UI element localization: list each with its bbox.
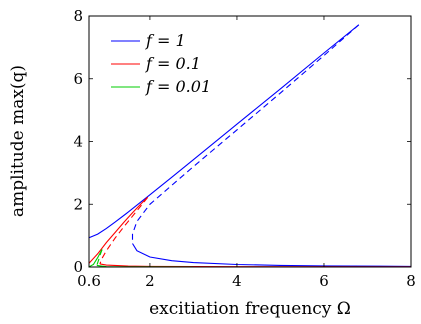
x-tick-label-0: 0.6: [77, 272, 101, 290]
legend-label-1: f = 0.1: [145, 54, 201, 73]
x-tick-label-1: 2: [145, 272, 155, 290]
series-1: [88, 196, 412, 268]
series-0-unstable-branch: [131, 24, 360, 244]
legend-label-0: f = 1: [145, 31, 186, 50]
series-2-stable-upper-branch: [88, 249, 103, 268]
y-tick-label-3: 6: [73, 70, 83, 88]
series-layer: [88, 24, 412, 268]
y-tick-label-0: 0: [73, 258, 83, 276]
ticks-layer: 0.6 2 4 6 8 0 2 4 6 8: [73, 7, 415, 290]
series-0-stable-upper-branch: [88, 24, 360, 239]
series-2-unstable-branch: [96, 249, 103, 266]
legend-label-2: f = 0.01: [145, 77, 211, 96]
plot-frame: [88, 15, 412, 268]
series-1-stable-upper-branch: [88, 196, 149, 264]
legend: f = 1 f = 0.1 f = 0.01: [111, 31, 211, 96]
series-0-stable-lower-branch: [132, 243, 412, 267]
x-tick-label-4: 8: [406, 272, 416, 290]
y-tick-label-4: 8: [73, 7, 83, 25]
series-0: [88, 24, 412, 267]
x-tick-label-3: 6: [319, 272, 329, 290]
y-tick-label-1: 2: [73, 195, 83, 213]
x-axis-label: excitiation frequency Ω: [149, 299, 351, 319]
y-axis-label: amplitude max(q): [8, 65, 28, 217]
y-tick-label-2: 4: [73, 133, 83, 151]
series-1-unstable-branch: [99, 196, 149, 265]
x-tick-label-2: 4: [232, 272, 242, 290]
